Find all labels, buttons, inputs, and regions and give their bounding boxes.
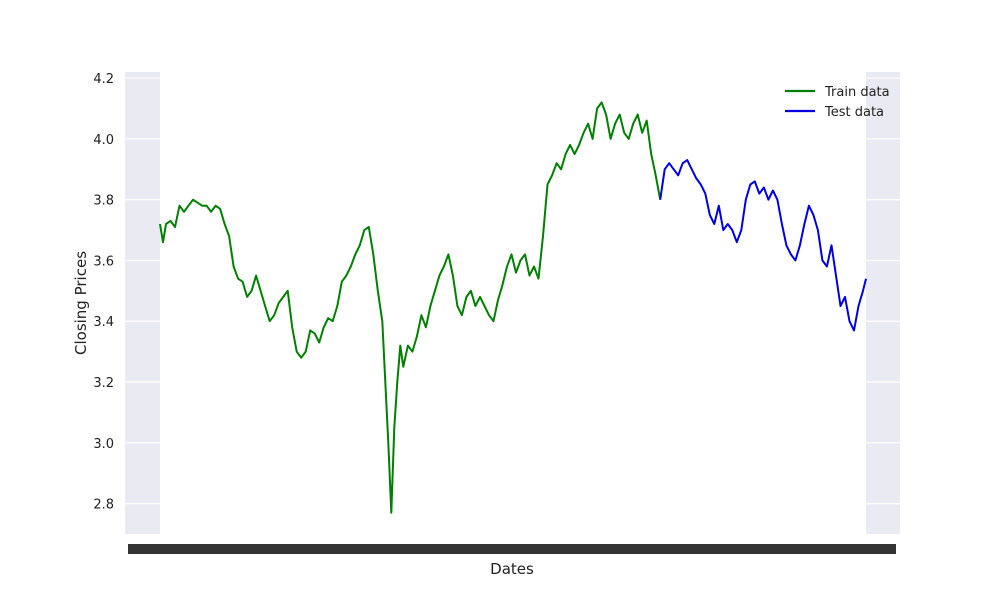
y-tick-label: 3.6 xyxy=(93,254,114,269)
legend-label-train: Train data xyxy=(824,85,890,100)
y-tick-label: 2.8 xyxy=(93,498,114,513)
y-axis-ticks: 2.8 3.0 3.2 3.4 3.6 3.8 4.0 4.2 xyxy=(93,72,114,513)
y-tick-label: 3.0 xyxy=(93,437,114,452)
series-layer xyxy=(159,101,867,514)
y-tick-label: 3.4 xyxy=(93,315,114,330)
legend: Train data Test data xyxy=(785,85,890,120)
y-tick-label: 3.8 xyxy=(93,194,114,209)
x-tick-labels-overlap xyxy=(128,544,896,554)
y-tick-label: 4.2 xyxy=(93,72,114,87)
y-tick-label: 3.2 xyxy=(93,376,114,391)
y-tick-label: 4.0 xyxy=(93,133,114,148)
legend-label-test: Test data xyxy=(824,105,884,120)
series-line-train xyxy=(159,101,662,514)
plot-inner-area xyxy=(160,72,866,534)
series-line-test xyxy=(659,159,867,332)
y-axis-label: Closing Prices xyxy=(72,251,90,355)
x-axis-label: Dates xyxy=(490,560,534,578)
